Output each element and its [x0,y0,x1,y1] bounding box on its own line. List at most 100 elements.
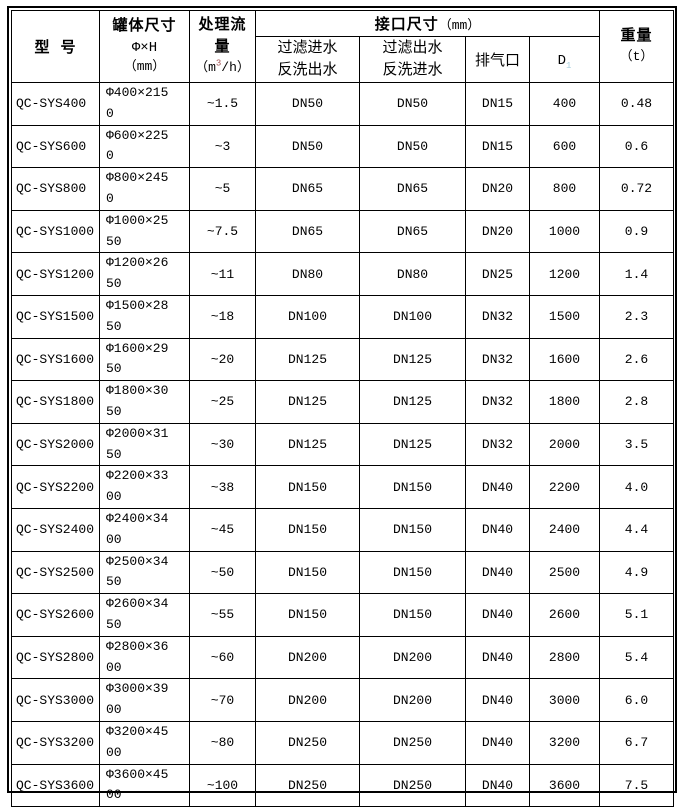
flow-cell: ~11 [189,252,256,296]
d1-cell: 800 [529,167,600,211]
filter-outlet-cell: DN250 [359,720,466,765]
filter-outlet-cell: DN200 [359,678,466,722]
weight-cell: 4.9 [599,550,674,595]
spec-table: 型 号 罐体尺寸 Φ×H （mm） 处理流 量 （m3/h） 接口尺寸（mm） [11,10,674,807]
header-model: 型 号 [11,10,100,83]
d1-cell: 3200 [529,720,600,765]
flow-cell: ~5 [189,167,256,211]
tank-size-cell: Φ1500×2850 [99,294,190,339]
header-vent: 排气口 [465,36,530,83]
d1-base: D [557,52,566,69]
model-cell: QC-SYS2400 [11,507,100,552]
vent-cell: DN20 [465,209,530,254]
vent-cell: DN40 [465,465,530,509]
weight-cell: 0.72 [599,167,674,211]
header-tank-unit: （mm） [123,59,166,75]
flow-cell: ~7.5 [189,209,256,254]
header-filter-inlet: 过滤进水 反洗出水 [255,36,360,83]
d1-cell: 2000 [529,422,600,467]
filter-outlet-cell: DN50 [359,124,466,169]
table-body: QC-SYS400 Φ400×2150 ~1.5 DN50 DN50 DN15 … [11,82,674,807]
vent-cell: DN40 [465,763,530,807]
header-interface-unit: （mm） [438,18,481,33]
vent-cell: DN32 [465,380,530,424]
d1-cell: 1200 [529,252,600,296]
flow-cell: ~38 [189,465,256,509]
header-interface-size: 接口尺寸（mm） [255,10,600,37]
vent-cell: DN40 [465,678,530,722]
filter-outlet-cell: DN150 [359,465,466,509]
header-model-label: 型 号 [34,40,77,57]
vent-cell: DN25 [465,252,530,296]
table-row: QC-SYS3000 Φ3000×3900 ~70 DN200 DN200 DN… [11,678,674,722]
header-flow: 处理流 量 （m3/h） [189,10,256,83]
filter-inlet-cell: DN125 [255,380,360,424]
d1-cell: 2500 [529,550,600,595]
table-row: QC-SYS3200 Φ3200×4500 ~80 DN250 DN250 DN… [11,720,674,765]
model-cell: QC-SYS1000 [11,209,100,254]
filter-outlet-cell: DN100 [359,294,466,339]
table-row: QC-SYS2000 Φ2000×3150 ~30 DN125 DN125 DN… [11,422,674,467]
table-row: QC-SYS1800 Φ1800×3050 ~25 DN125 DN125 DN… [11,380,674,424]
table-row: QC-SYS2600 Φ2600×3450 ~55 DN150 DN150 DN… [11,593,674,637]
vent-cell: DN15 [465,124,530,169]
filter-outlet-cell: DN125 [359,422,466,467]
tank-size-cell: Φ400×2150 [99,82,190,126]
filter-inlet-cell: DN150 [255,550,360,595]
table-row: QC-SYS600 Φ600×2250 ~3 DN50 DN50 DN15 60… [11,124,674,169]
weight-cell: 5.4 [599,635,674,680]
model-cell: QC-SYS1200 [11,252,100,296]
filter-inlet-cell: DN65 [255,209,360,254]
d1-cell: 1600 [529,337,600,382]
header-interface-title: 接口尺寸 [374,17,439,34]
flow-cell: ~3 [189,124,256,169]
d1-cell: 2800 [529,635,600,680]
model-cell: QC-SYS2200 [11,465,100,509]
filter-inlet-cell: DN250 [255,720,360,765]
tank-size-cell: Φ1000×2550 [99,209,190,254]
d1-cell: 1500 [529,294,600,339]
flow-cell: ~55 [189,593,256,637]
filter-outlet-cell: DN200 [359,635,466,680]
weight-cell: 0.48 [599,82,674,126]
tank-size-cell: Φ1600×2950 [99,337,190,382]
weight-cell: 0.6 [599,124,674,169]
spec-table-border: 型 号 罐体尺寸 Φ×H （mm） 处理流 量 （m3/h） 接口尺寸（mm） [7,6,677,807]
filter-inlet-cell: DN150 [255,507,360,552]
d1-cell: 400 [529,82,600,126]
table-row: QC-SYS800 Φ800×2450 ~5 DN65 DN65 DN20 80… [11,167,674,211]
table-row: QC-SYS2800 Φ2800×3600 ~60 DN200 DN200 DN… [11,635,674,680]
filter-outlet-cell: DN125 [359,337,466,382]
filter-inlet-cell: DN200 [255,635,360,680]
weight-cell: 5.1 [599,593,674,637]
d1-cell: 3000 [529,678,600,722]
model-cell: QC-SYS2800 [11,635,100,680]
d1-cell: 2200 [529,465,600,509]
tank-size-cell: Φ2500×3450 [99,550,190,595]
header-d1: D1 [529,36,600,83]
vent-cell: DN40 [465,550,530,595]
table-row: QC-SYS1000 Φ1000×2550 ~7.5 DN65 DN65 DN2… [11,209,674,254]
header-tank-title: 罐体尺寸 [112,18,177,36]
vent-cell: DN15 [465,82,530,126]
vent-cell: DN32 [465,422,530,467]
tank-size-cell: Φ2600×3450 [99,593,190,637]
filter-inlet-cell: DN50 [255,82,360,126]
flow-cell: ~18 [189,294,256,339]
flow-cell: ~45 [189,507,256,552]
filter-outlet-cell: DN80 [359,252,466,296]
model-cell: QC-SYS1800 [11,380,100,424]
flow-cell: ~30 [189,422,256,467]
flow-cell: ~100 [189,763,256,807]
d1-cell: 2400 [529,507,600,552]
vent-cell: DN32 [465,337,530,382]
filter-outlet-cell: DN65 [359,167,466,211]
filter-outlet-cell: DN150 [359,593,466,637]
weight-cell: 2.8 [599,380,674,424]
flow-cell: ~60 [189,635,256,680]
filter-inlet-cell: DN100 [255,294,360,339]
filter-inlet-cell: DN125 [255,422,360,467]
tank-size-cell: Φ1800×3050 [99,380,190,424]
weight-cell: 6.7 [599,720,674,765]
